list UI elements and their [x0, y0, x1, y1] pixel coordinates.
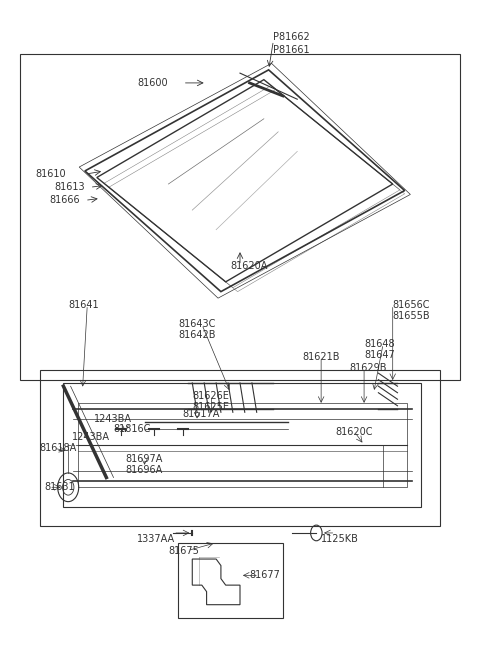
- Text: 81655B: 81655B: [393, 310, 431, 321]
- Text: 81621B: 81621B: [302, 352, 339, 362]
- Text: 81641: 81641: [68, 300, 99, 310]
- Text: 81697A: 81697A: [125, 455, 163, 464]
- Text: 81629B: 81629B: [350, 363, 387, 373]
- Text: 1243BA: 1243BA: [72, 432, 110, 442]
- Bar: [21, 54, 459, 380]
- Text: 1337AA: 1337AA: [137, 534, 176, 544]
- Bar: [63, 383, 421, 507]
- Text: 81620A: 81620A: [230, 261, 268, 271]
- Text: 81626E: 81626E: [192, 391, 229, 401]
- Text: 81656C: 81656C: [393, 300, 430, 310]
- Bar: [39, 370, 441, 527]
- Text: 81816C: 81816C: [114, 424, 151, 434]
- Text: 81696A: 81696A: [125, 464, 163, 475]
- Text: 81677: 81677: [250, 571, 280, 580]
- Bar: [178, 543, 283, 618]
- Text: 81631: 81631: [44, 482, 75, 493]
- Text: 81625E: 81625E: [192, 402, 229, 412]
- Text: 1243BA: 1243BA: [95, 414, 132, 424]
- Text: 81600: 81600: [138, 78, 168, 88]
- Text: 81675: 81675: [168, 546, 199, 555]
- Text: 81666: 81666: [49, 195, 80, 205]
- Text: 1125KB: 1125KB: [321, 534, 359, 544]
- Text: 81618A: 81618A: [39, 443, 77, 453]
- Text: 81610: 81610: [35, 169, 66, 179]
- Text: 81648: 81648: [364, 339, 395, 349]
- Text: 81617A: 81617A: [183, 409, 220, 419]
- Text: P81662: P81662: [274, 32, 310, 43]
- Text: 81613: 81613: [54, 182, 85, 193]
- Bar: [78, 403, 407, 487]
- Text: 81643C: 81643C: [178, 319, 216, 329]
- Text: 81620C: 81620C: [336, 427, 373, 437]
- Text: 81647: 81647: [364, 350, 395, 360]
- Text: P81661: P81661: [274, 45, 310, 55]
- Text: 81642B: 81642B: [178, 330, 216, 341]
